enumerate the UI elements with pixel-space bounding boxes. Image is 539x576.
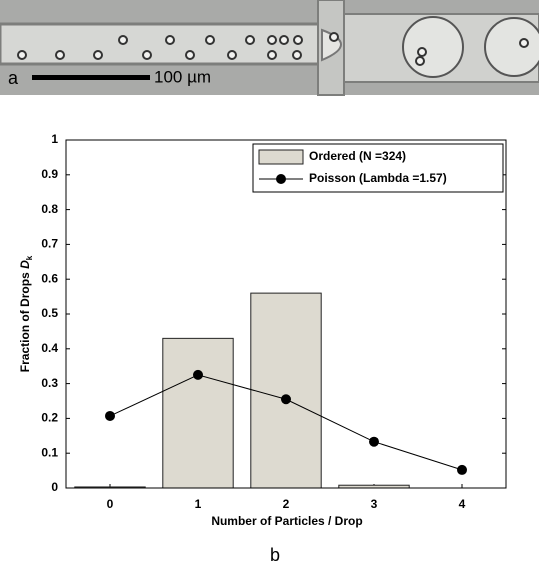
- legend-label: Ordered (N =324): [309, 149, 406, 163]
- marker: [457, 465, 467, 475]
- y-tick-label: 0.1: [41, 445, 58, 459]
- x-tick-label: 4: [459, 497, 466, 511]
- y-axis-label-text: Fraction of Drops: [18, 272, 32, 372]
- x-tick-label: 3: [371, 497, 378, 511]
- legend-label: Poisson (Lambda =1.57): [309, 171, 447, 185]
- x-tick-label: 2: [283, 497, 290, 511]
- x-axis-label: Number of Particles / Drop: [211, 514, 362, 528]
- y-axis-label-subscript: k: [25, 255, 34, 260]
- y-tick-label: 0.9: [41, 167, 58, 181]
- x-tick-label: 1: [195, 497, 202, 511]
- y-axis-label-symbol: D: [18, 260, 32, 269]
- scale-bar-label: 100 µm: [154, 67, 211, 86]
- bar: [163, 338, 233, 488]
- bar: [251, 293, 321, 488]
- marker: [369, 437, 379, 447]
- marker: [105, 411, 115, 421]
- x-tick-label: 0: [107, 497, 114, 511]
- micrograph: a 100 µm: [0, 0, 539, 95]
- scale-bar: [32, 75, 150, 80]
- y-tick-label: 0.8: [41, 202, 58, 216]
- y-tick-label: 0: [51, 480, 58, 494]
- panel-label: a: [8, 68, 19, 88]
- y-tick-label: 0.2: [41, 411, 58, 425]
- y-tick-label: 0.3: [41, 376, 58, 390]
- y-tick-label: 1: [51, 132, 58, 146]
- y-tick-label: 0.6: [41, 271, 58, 285]
- y-axis-label: Fraction of Drops Dk: [18, 255, 34, 372]
- marker: [281, 394, 291, 404]
- legend-swatch: [259, 150, 303, 164]
- figure: a 100 µm b Number of Particles / Drop Fr…: [0, 0, 539, 571]
- y-tick-label: 0.4: [41, 341, 58, 355]
- legend-swatch: [276, 174, 286, 184]
- panel-label: b: [270, 545, 280, 565]
- y-tick-label: 0.7: [41, 237, 58, 251]
- marker: [193, 370, 203, 380]
- y-tick-label: 0.5: [41, 306, 58, 320]
